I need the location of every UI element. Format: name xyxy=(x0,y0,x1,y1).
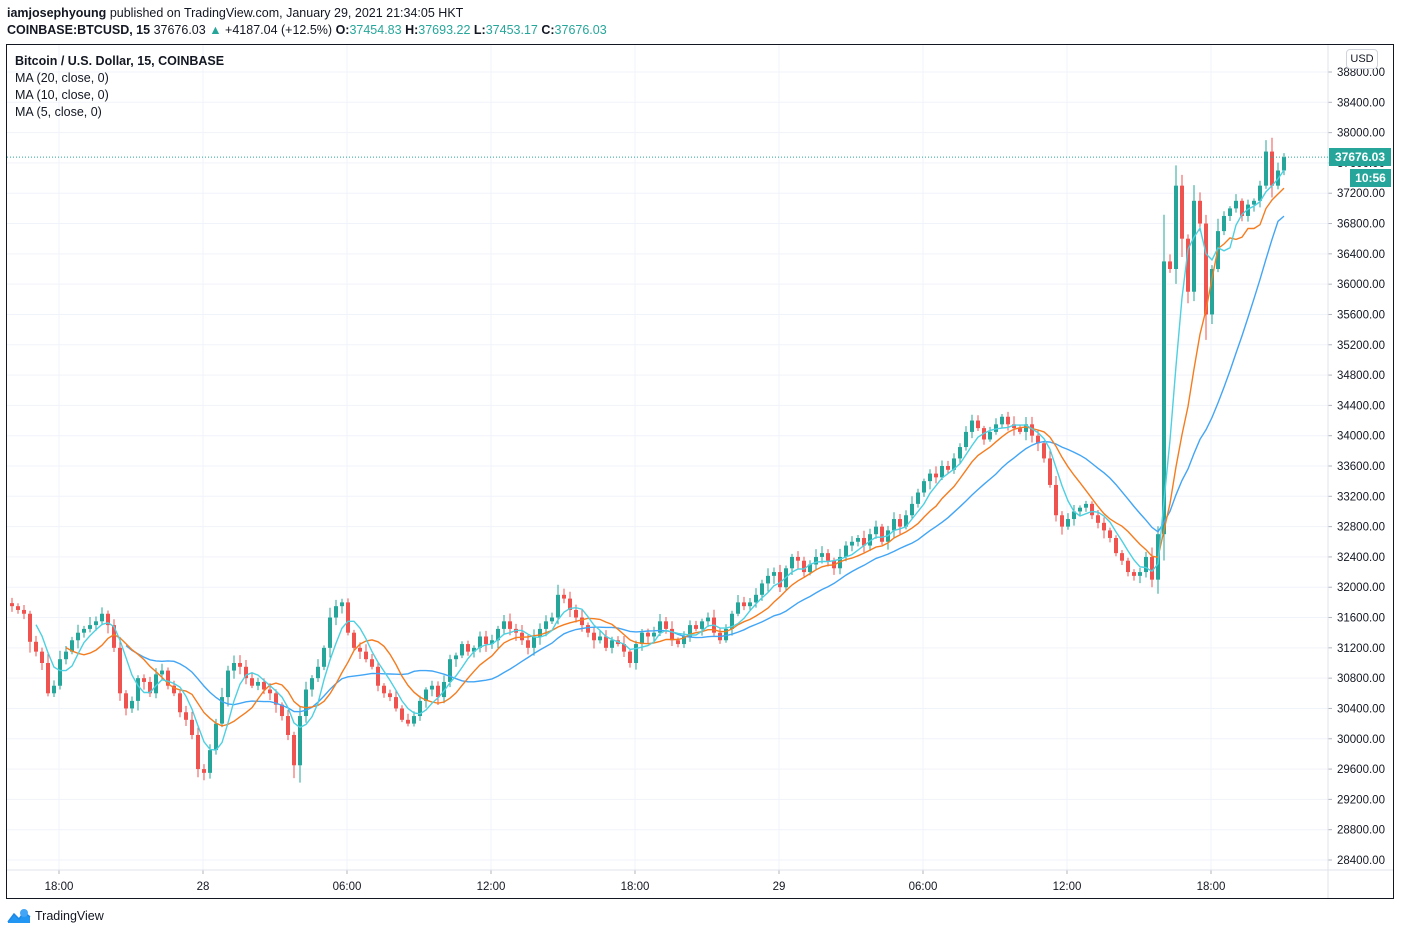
price-tick-label: 36400.00 xyxy=(1337,249,1385,261)
bar-countdown-tag: 10:56 xyxy=(1350,169,1391,187)
current-price-tag: 37676.03 xyxy=(1329,148,1391,166)
price-tick-label: 31200.00 xyxy=(1337,643,1385,655)
time-tick-label: 29 xyxy=(773,881,786,893)
close-label: C: xyxy=(541,23,555,37)
time-tick-label: 18:00 xyxy=(1197,881,1226,893)
price-change: +4187.04 (+12.5%) xyxy=(225,23,333,37)
ma-line xyxy=(65,187,1285,727)
high-label: H: xyxy=(405,23,419,37)
currency-button[interactable]: USD xyxy=(1346,49,1378,69)
tradingview-logo-icon xyxy=(7,909,31,923)
price-tick-label: 35200.00 xyxy=(1337,340,1385,352)
price-tick-label: 38800.00 xyxy=(1337,67,1385,79)
open-label: O: xyxy=(335,23,350,37)
published-text: published on TradingView.com, January 29… xyxy=(109,6,464,20)
legend-ma10[interactable]: MA (10, close, 0) xyxy=(15,88,109,102)
ma-line xyxy=(125,215,1285,713)
price-tick-label: 29600.00 xyxy=(1337,764,1385,776)
ma-line xyxy=(35,169,1285,751)
legend-series-title[interactable]: Bitcoin / U.S. Dollar, 15, COINBASE xyxy=(15,54,225,68)
time-tick-label: 06:00 xyxy=(909,881,938,893)
time-tick-label: 06:00 xyxy=(333,881,362,893)
low-value: 37453.17 xyxy=(485,23,538,37)
price-tick-label: 32000.00 xyxy=(1337,582,1385,594)
price-tick-label: 32400.00 xyxy=(1337,552,1385,564)
price-tick-label: 33600.00 xyxy=(1337,461,1385,473)
legend-ma20[interactable]: MA (20, close, 0) xyxy=(15,71,109,85)
time-tick-label: 18:00 xyxy=(45,881,74,893)
price-tick-label: 28800.00 xyxy=(1337,825,1385,837)
publish-info: iamjosephyoung published on TradingView.… xyxy=(7,5,463,21)
price-tick-label: 34400.00 xyxy=(1337,400,1385,412)
price-tick-label: 34800.00 xyxy=(1337,370,1385,382)
time-tick-label: 18:00 xyxy=(621,881,650,893)
last-price: 37676.03 xyxy=(153,23,206,37)
price-tick-label: 30000.00 xyxy=(1337,734,1385,746)
legend-ma5[interactable]: MA (5, close, 0) xyxy=(15,105,102,119)
price-tick-label: 38000.00 xyxy=(1337,128,1385,140)
time-tick-label: 12:00 xyxy=(1053,881,1082,893)
close-value: 37676.03 xyxy=(554,23,607,37)
change-up-arrow-icon: ▲ xyxy=(209,23,222,37)
time-tick-label: 28 xyxy=(197,881,210,893)
open-value: 37454.83 xyxy=(349,23,402,37)
high-value: 37693.22 xyxy=(418,23,471,37)
price-tick-label: 28400.00 xyxy=(1337,855,1385,867)
symbol-info-line: COINBASE:BTCUSD, 15 37676.03 ▲ +4187.04 … xyxy=(7,22,607,38)
author-name[interactable]: iamjosephyoung xyxy=(7,6,107,20)
price-tick-label: 36800.00 xyxy=(1337,219,1385,231)
price-tick-label: 36000.00 xyxy=(1337,279,1385,291)
price-tick-label: 38400.00 xyxy=(1337,97,1385,109)
tradingview-branding[interactable]: TradingView xyxy=(7,908,104,924)
price-tick-label: 30800.00 xyxy=(1337,673,1385,685)
symbol-label: COINBASE:BTCUSD, 15 xyxy=(7,23,151,37)
price-tick-label: 29200.00 xyxy=(1337,794,1385,806)
price-tick-label: 32800.00 xyxy=(1337,522,1385,534)
brand-label: TradingView xyxy=(35,909,104,923)
price-tick-label: 35600.00 xyxy=(1337,309,1385,321)
chart-legend: Bitcoin / U.S. Dollar, 15, COINBASE MA (… xyxy=(15,53,224,121)
price-tick-label: 33200.00 xyxy=(1337,491,1385,503)
price-tick-label: 34000.00 xyxy=(1337,431,1385,443)
price-tick-label: 31600.00 xyxy=(1337,613,1385,625)
price-tick-label: 30400.00 xyxy=(1337,703,1385,715)
price-tick-label: 37200.00 xyxy=(1337,188,1385,200)
low-label: L: xyxy=(473,23,486,37)
time-tick-label: 12:00 xyxy=(477,881,506,893)
